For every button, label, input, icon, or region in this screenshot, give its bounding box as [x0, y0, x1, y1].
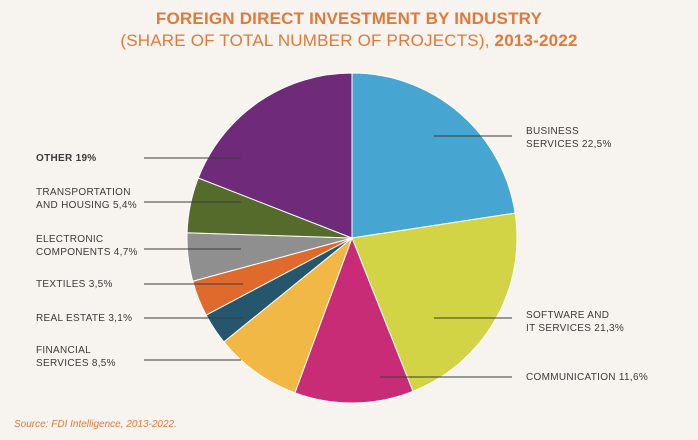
slice-label: REAL ESTATE 3,1% [36, 312, 132, 325]
slice-label-line: OTHER 19% [36, 153, 97, 164]
pie-slice [197, 72, 353, 239]
slice-label-line: COMMUNICATION 11,6% [526, 372, 649, 383]
source-note: Source: FDI Intelligence, 2013-2022. [14, 419, 177, 430]
slice-label-line: TEXTILES 3,5% [36, 279, 113, 290]
slice-label: COMMUNICATION 11,6% [526, 371, 648, 384]
slice-label-line: FINANCIAL [36, 345, 91, 356]
title-line-1: FOREIGN DIRECT INVESTMENT BY INDUSTRY [155, 9, 543, 28]
pie-slice [351, 212, 518, 392]
chart-title: FOREIGN DIRECT INVESTMENT BY INDUSTRY (S… [0, 8, 698, 52]
slice-label: FINANCIAL SERVICES 8,5% [36, 344, 116, 370]
slice-label-line: ELECTRONIC [36, 234, 104, 245]
slice-label-line: IT SERVICES 21,3% [526, 323, 625, 334]
title-years: 2013-2022 [494, 31, 578, 50]
slice-label-line: SERVICES 8,5% [36, 358, 116, 369]
slice-label: BUSINESS SERVICES 22,5% [526, 125, 612, 151]
pie-slice [351, 72, 516, 239]
slice-label-line: COMPONENTS 4,7% [36, 247, 138, 258]
slice-label-line: BUSINESS [526, 126, 579, 137]
slice-label-line: SERVICES 22,5% [526, 139, 612, 150]
slice-label: ELECTRONIC COMPONENTS 4,7% [36, 233, 138, 259]
slice-label-line: TRANSPORTATION [36, 187, 131, 198]
slice-label-line: REAL ESTATE 3,1% [36, 313, 133, 324]
slice-label-line: AND HOUSING 5,4% [36, 200, 137, 211]
pie-slice [294, 236, 414, 404]
slice-label: OTHER 19% [36, 152, 97, 165]
slice-label: TEXTILES 3,5% [36, 278, 113, 291]
slice-label: TRANSPORTATION AND HOUSING 5,4% [36, 186, 137, 212]
slice-label-line: SOFTWARE AND [526, 310, 610, 321]
title-subtitle: (SHARE OF TOTAL NUMBER OF PROJECTS), [120, 31, 495, 50]
title-line-2: (SHARE OF TOTAL NUMBER OF PROJECTS), 201… [0, 30, 698, 52]
slice-label: SOFTWARE AND IT SERVICES 21,3% [526, 309, 624, 335]
pie-slice [223, 236, 354, 394]
